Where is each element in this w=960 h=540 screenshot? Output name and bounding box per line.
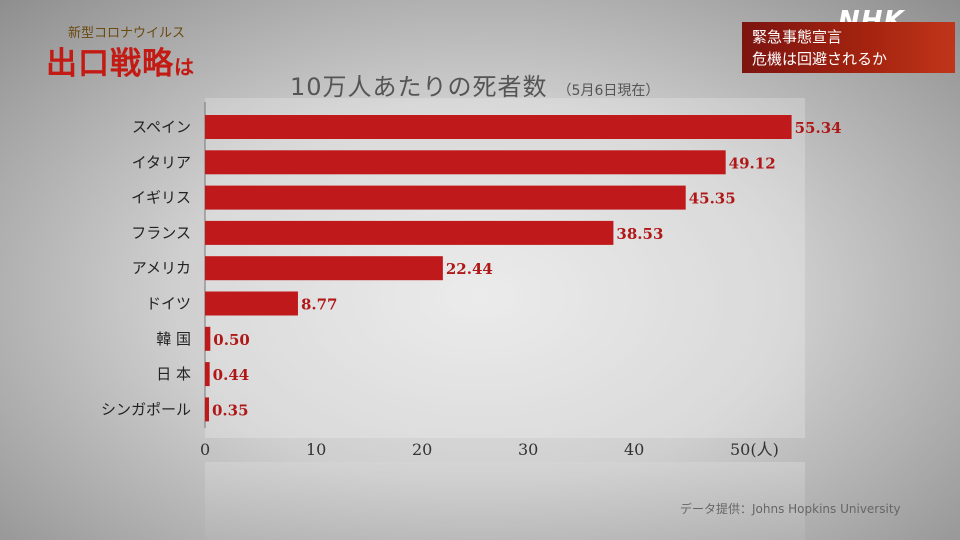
x-tick-label-2: 20 [412, 440, 432, 459]
corner-title-main-text: 出口戦略 [46, 46, 174, 82]
chart-title: 10万人あたりの死者数 [290, 73, 548, 101]
category-label-8: シンガポール [101, 400, 191, 418]
news-headline-line1: 緊急事態宣言 [752, 28, 843, 46]
value-label-4: 22.44 [446, 260, 493, 278]
category-label-5: ドイツ [146, 295, 191, 313]
category-label-1: イタリア [132, 153, 191, 171]
bar-5 [205, 291, 298, 316]
category-label-2: イギリス [131, 189, 191, 207]
bar-4 [205, 256, 443, 281]
bar-1 [205, 150, 726, 175]
news-headline-box: 緊急事態宣言 危機は回避されるか [742, 22, 955, 73]
value-label-0: 55.34 [795, 119, 842, 137]
bar-7 [205, 362, 210, 387]
corner-title-main: 出口戦略は [46, 38, 195, 83]
corner-title-top: 新型コロナウイルス [68, 26, 186, 41]
category-label-4: アメリカ [132, 259, 191, 277]
program-corner-title: 新型コロナウイルス 出口戦略は [46, 22, 196, 83]
bar-2 [205, 185, 686, 210]
category-label-7: 日 本 [156, 365, 191, 383]
chart-reflection [205, 462, 805, 540]
category-label-3: フランス [131, 224, 191, 242]
bar-6 [205, 326, 211, 351]
x-tick-label-3: 30 [518, 440, 538, 459]
x-tick-label-0: 0 [200, 440, 210, 459]
chart-subtitle: （5月6日現在） [557, 83, 660, 99]
value-label-1: 49.12 [729, 154, 776, 172]
news-headline-line2: 危機は回避されるか [752, 50, 888, 68]
data-source-credit: データ提供：Johns Hopkins University [680, 502, 901, 516]
bar-0 [205, 115, 792, 139]
value-label-7: 0.44 [213, 366, 250, 384]
value-label-5: 8.77 [301, 296, 338, 314]
x-tick-label-1: 10 [306, 440, 326, 459]
value-label-8: 0.35 [212, 401, 249, 419]
value-label-6: 0.50 [213, 331, 250, 349]
x-tick-label-4: 40 [624, 440, 644, 459]
category-label-6: 韓 国 [156, 330, 191, 348]
chart-title-row: 10万人あたりの死者数 （5月6日現在） [290, 67, 659, 101]
category-label-0: スペイン [132, 118, 191, 136]
value-label-2: 45.35 [689, 190, 736, 208]
x-tick-label-5: 50(人) [730, 440, 779, 459]
bar-8 [205, 397, 209, 422]
bar-3 [205, 220, 614, 245]
value-label-3: 38.53 [616, 225, 663, 243]
corner-title-suffix: は [174, 55, 195, 79]
